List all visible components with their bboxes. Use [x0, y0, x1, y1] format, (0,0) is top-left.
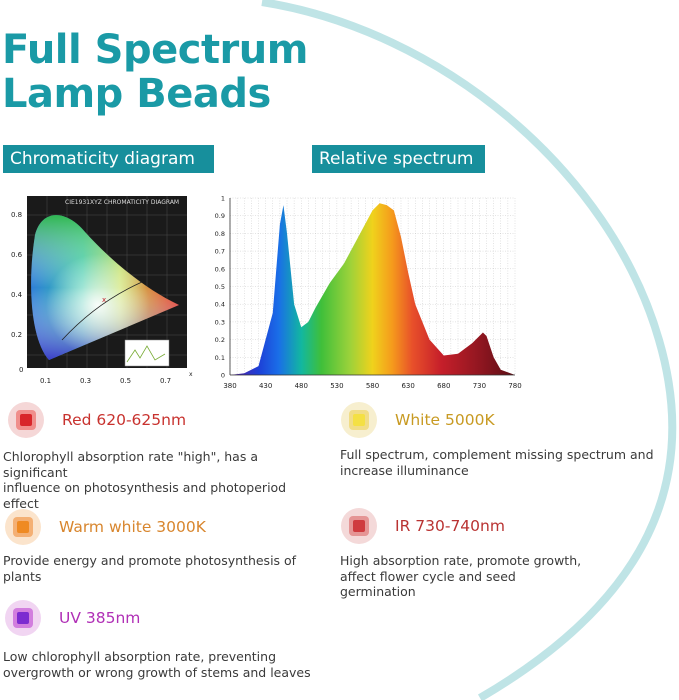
page-title-line2: Lamp Beads [2, 71, 271, 117]
spectrum-y-tick: 0.7 [215, 248, 225, 256]
item-uv-title: UV 385nm [59, 609, 141, 627]
page-title: Full Spectrum Lamp Beads [2, 28, 308, 116]
spectrum-x-tick: 780 [508, 382, 521, 390]
ir-led-icon [341, 508, 377, 544]
chroma-ytick: 0.6 [11, 251, 23, 259]
chroma-xtick: 0.3 [80, 377, 91, 385]
red-led-icon [8, 402, 44, 438]
item-white-desc-line: increase illuminance [340, 462, 469, 478]
item-red-desc: Chlorophyll absorption rate "high", has … [3, 449, 323, 511]
chroma-xtick: 0.7 [160, 377, 171, 385]
spectrum-y-tick: 1 [221, 195, 225, 203]
item-white-desc: Full spectrum, complement missing spectr… [340, 447, 660, 478]
page-title-line1: Full Spectrum [2, 27, 308, 73]
chroma-ytick: 0.4 [11, 291, 23, 299]
white-led-icon [341, 402, 377, 438]
spectrum-x-tick: 430 [259, 382, 272, 390]
chroma-ytick: 0 [19, 366, 23, 374]
chromaticity-section-label: Chromaticity diagram [3, 145, 214, 173]
spectrum-x-tick: 580 [366, 382, 379, 390]
spectrum-y-tick: 0.6 [215, 265, 225, 273]
item-red-desc-line: effect [3, 495, 39, 511]
chroma-ytick: 0.2 [11, 331, 22, 339]
item-warm-white-desc-line: plants [3, 568, 42, 584]
spectrum-y-tick: 0.8 [215, 230, 225, 238]
item-red-title: Red 620-625nm [62, 411, 187, 429]
spectrum-y-tick: 0.3 [215, 318, 225, 326]
spectrum-x-tick: 530 [330, 382, 343, 390]
spectrum-y-tick: 0.9 [215, 212, 225, 220]
item-uv-desc-line: Low chlorophyll absorption rate, prevent… [3, 649, 277, 664]
item-ir-desc-line: germination [340, 584, 416, 599]
spectrum-x-tick: 680 [437, 382, 450, 390]
item-ir-desc-line: affect flower cycle and seed [340, 568, 516, 584]
item-red-header: Red 620-625nm [8, 402, 186, 438]
spectrum-section-label: Relative spectrum [312, 145, 485, 173]
spectrum-x-tick: 630 [401, 382, 414, 390]
chroma-x-letter: x [189, 371, 193, 378]
chroma-header: CIE1931XYZ CHROMATICITY DIAGRAM [65, 199, 179, 206]
item-ir-header: IR 730-740nm [341, 508, 505, 544]
warm-white-led-icon [5, 509, 41, 545]
item-red-desc-line: influence on photosynthesis and photoper… [3, 480, 287, 495]
svg-text:x: x [102, 296, 106, 304]
item-warm-white-title: Warm white 3000K [59, 518, 206, 536]
item-uv-desc-line: overgrowth or wrong growth of stems and … [3, 664, 311, 680]
item-ir-title: IR 730-740nm [395, 517, 505, 535]
spectrum-x-tick: 480 [295, 382, 308, 390]
uv-led-icon [5, 600, 41, 636]
item-ir-desc: High absorption rate, promote growth, af… [340, 553, 640, 600]
chroma-xtick: 0.5 [120, 377, 131, 385]
spectrum-y-tick: 0.5 [215, 283, 225, 291]
item-red-desc-line: Chlorophyll absorption rate "high", has … [3, 449, 258, 480]
spectrum-y-tick: 0 [221, 372, 225, 380]
item-uv-desc: Low chlorophyll absorption rate, prevent… [3, 649, 343, 680]
spectrum-x-tick: 380 [223, 382, 236, 390]
item-ir-desc-line: High absorption rate, promote growth, [340, 553, 582, 568]
item-white-desc-line: Full spectrum, complement missing spectr… [340, 447, 654, 462]
item-white-title: White 5000K [395, 411, 495, 429]
chroma-xtick: 0.1 [40, 377, 51, 385]
chroma-ytick: 0.8 [11, 211, 22, 219]
item-uv-header: UV 385nm [5, 600, 140, 636]
spectrum-chart: 380 430 480 530 580 630 680 730 780 0 0.1 0.2 0.3 0.… [215, 195, 522, 391]
item-warm-white-desc: Provide energy and promote photosynthesi… [3, 553, 323, 584]
item-warm-white-header: Warm white 3000K [5, 509, 206, 545]
spectrum-x-tick: 730 [473, 382, 486, 390]
chromaticity-diagram: x CIE1931XYZ CHROMATICITY DIAGRAM 0.8 0.… [11, 196, 193, 385]
spectrum-y-tick: 0.1 [215, 354, 225, 362]
spectrum-area [230, 203, 515, 375]
spectrum-y-tick: 0.4 [215, 301, 225, 309]
item-white-header: White 5000K [341, 402, 495, 438]
spectrum-y-tick: 0.2 [215, 336, 225, 344]
item-warm-white-desc-line: Provide energy and promote photosynthesi… [3, 553, 297, 568]
